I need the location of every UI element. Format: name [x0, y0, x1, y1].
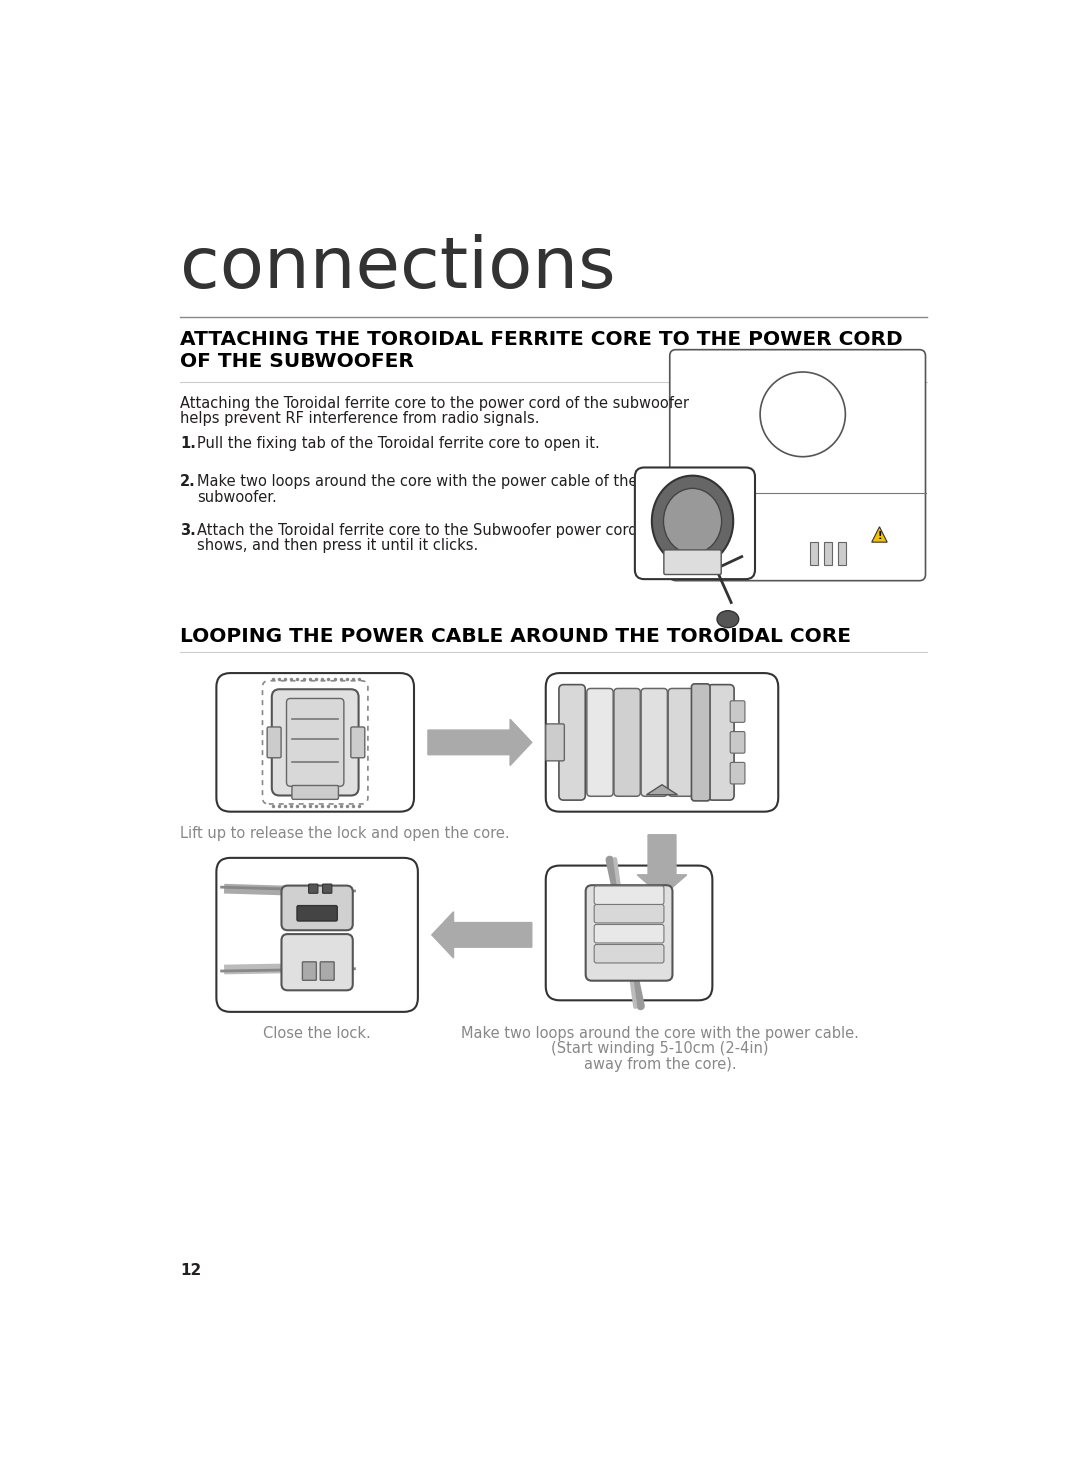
FancyBboxPatch shape — [669, 688, 694, 796]
Polygon shape — [432, 912, 531, 958]
FancyBboxPatch shape — [707, 685, 734, 801]
Text: ATTACHING THE TOROIDAL FERRITE CORE TO THE POWER CORD: ATTACHING THE TOROIDAL FERRITE CORE TO T… — [180, 331, 903, 350]
FancyBboxPatch shape — [323, 884, 332, 893]
FancyBboxPatch shape — [613, 688, 640, 796]
FancyBboxPatch shape — [594, 905, 664, 922]
Bar — [838, 543, 846, 565]
Text: Attach the Toroidal ferrite core to the Subwoofer power cord as the figure: Attach the Toroidal ferrite core to the … — [197, 523, 734, 538]
FancyBboxPatch shape — [545, 866, 713, 1001]
FancyBboxPatch shape — [267, 727, 281, 758]
Text: away from the core).: away from the core). — [584, 1056, 737, 1072]
Bar — [824, 543, 832, 565]
FancyBboxPatch shape — [216, 857, 418, 1011]
Text: Pull the fixing tab of the Toroidal ferrite core to open it.: Pull the fixing tab of the Toroidal ferr… — [197, 436, 599, 451]
FancyBboxPatch shape — [664, 550, 721, 574]
FancyBboxPatch shape — [730, 762, 745, 785]
Polygon shape — [647, 785, 677, 795]
Text: Lift up to release the lock and open the core.: Lift up to release the lock and open the… — [180, 826, 510, 841]
Text: Attaching the Toroidal ferrite core to the power cord of the subwoofer: Attaching the Toroidal ferrite core to t… — [180, 396, 689, 411]
Polygon shape — [637, 835, 687, 896]
FancyBboxPatch shape — [545, 673, 779, 811]
FancyBboxPatch shape — [594, 945, 664, 962]
FancyBboxPatch shape — [594, 885, 664, 905]
FancyBboxPatch shape — [321, 962, 334, 980]
FancyBboxPatch shape — [594, 924, 664, 943]
FancyBboxPatch shape — [586, 688, 613, 796]
Polygon shape — [428, 719, 531, 765]
FancyBboxPatch shape — [635, 467, 755, 580]
FancyBboxPatch shape — [286, 698, 343, 786]
Text: helps prevent RF interference from radio signals.: helps prevent RF interference from radio… — [180, 411, 539, 426]
FancyBboxPatch shape — [691, 684, 710, 801]
FancyBboxPatch shape — [585, 885, 673, 980]
FancyBboxPatch shape — [559, 685, 585, 801]
Polygon shape — [872, 526, 887, 543]
Text: 12: 12 — [180, 1262, 201, 1277]
Ellipse shape — [663, 488, 721, 553]
Text: subwoofer.: subwoofer. — [197, 489, 276, 504]
Bar — [810, 543, 819, 565]
Text: Close the lock.: Close the lock. — [264, 1026, 372, 1041]
Text: OF THE SUBWOOFER: OF THE SUBWOOFER — [180, 351, 414, 371]
FancyBboxPatch shape — [309, 884, 318, 893]
FancyBboxPatch shape — [642, 688, 667, 796]
Ellipse shape — [717, 611, 739, 627]
FancyBboxPatch shape — [670, 350, 926, 581]
Text: 1.: 1. — [180, 436, 195, 451]
Text: 2.: 2. — [180, 475, 195, 489]
FancyBboxPatch shape — [730, 701, 745, 722]
FancyBboxPatch shape — [216, 673, 414, 811]
FancyBboxPatch shape — [730, 731, 745, 753]
FancyBboxPatch shape — [351, 727, 365, 758]
Text: 3.: 3. — [180, 523, 195, 538]
FancyBboxPatch shape — [297, 906, 337, 921]
FancyBboxPatch shape — [272, 690, 359, 795]
Text: Make two loops around the core with the power cable of the: Make two loops around the core with the … — [197, 475, 637, 489]
Text: Make two loops around the core with the power cable.: Make two loops around the core with the … — [461, 1026, 859, 1041]
Text: connections: connections — [180, 234, 616, 303]
FancyBboxPatch shape — [282, 885, 353, 930]
Text: !: ! — [877, 531, 881, 541]
FancyBboxPatch shape — [302, 962, 316, 980]
Text: LOOPING THE POWER CABLE AROUND THE TOROIDAL CORE: LOOPING THE POWER CABLE AROUND THE TOROI… — [180, 627, 851, 647]
Ellipse shape — [652, 476, 733, 567]
FancyBboxPatch shape — [282, 934, 353, 991]
FancyBboxPatch shape — [545, 724, 565, 761]
FancyBboxPatch shape — [292, 786, 338, 799]
Text: shows, and then press it until it clicks.: shows, and then press it until it clicks… — [197, 538, 478, 553]
Text: (Start winding 5-10cm (2-4in): (Start winding 5-10cm (2-4in) — [551, 1041, 769, 1056]
